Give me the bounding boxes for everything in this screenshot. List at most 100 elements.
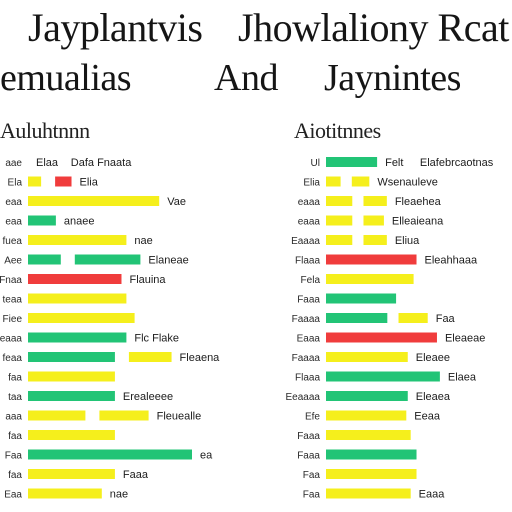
bar-yellow [28,430,115,440]
bar-annotation: Eleaee [416,352,450,364]
title-line-1-right: Jhowlaliony Rcat [238,5,509,50]
bar-yellow [28,410,86,421]
bar-yellow [28,196,160,206]
row-label: teaa [3,295,23,306]
row-label: eaaa [298,217,321,228]
row-label: Faaa [297,295,320,306]
bar-red [55,176,72,187]
bar-annotation: anaee [64,216,95,228]
bar-annotation: Elaneae [148,255,188,267]
bar-green [326,313,388,323]
bar-yellow [28,488,102,499]
row-label: Eeaaaa [286,392,321,403]
row-label: Efe [305,412,320,423]
row-label: Eaaaa [291,236,320,247]
bar-yellow [363,196,387,206]
row-label: Faaaa [292,353,321,364]
bar-annotation: Vae [167,196,186,208]
bar-yellow [28,293,127,304]
row-label: Flaaa [295,256,320,267]
bar-green [28,215,56,226]
bar-annotation: Fleaena [180,352,221,364]
bar-annotation: Faa [436,313,456,325]
bar-yellow [28,371,115,382]
row-label: Elia [303,178,320,189]
bar-annotation: Felt [385,157,403,169]
bar-annotation: Flauina [129,274,166,286]
row-label: Faaa [297,451,320,462]
bar-annotation: Fleaehea [395,196,442,208]
bar-annotation: Eleahhaaa [425,255,478,267]
bar-green [326,293,397,304]
row-label: faa [8,431,22,442]
bar-yellow [326,488,411,499]
row-label: Faaa [297,431,320,442]
bar-annotation: Eeaa [414,411,441,423]
row-label: Faa [303,470,321,481]
bar-green [326,391,408,401]
row-label: Fela [301,275,321,286]
title-line-1-left: Jayplantvis [28,5,203,50]
bar-yellow [28,235,127,245]
row-label: fuea [3,236,23,247]
bar-annotation: Eleaeae [445,333,485,345]
row-label: Ela [8,178,23,189]
bar-annotation: Dafa Fnaata [71,157,132,169]
row-label: eaa [5,197,22,208]
bar-annotation: nae [110,489,128,501]
bar-yellow [28,176,42,187]
row-label: Fnaa [0,275,22,286]
left-panel-title: Auluhtnnn [0,118,90,143]
bar-green [74,254,141,265]
bar-annotation: ea [200,450,213,462]
title-line-2-mid: And [214,57,278,99]
bar-annotation: Elia [80,177,99,189]
row-label: Faaaa [292,314,321,325]
row-label: eaaa [298,197,321,208]
bar-annotation: Flc Flake [134,333,179,345]
title-line-2-right: Jaynintes [324,57,461,99]
row-label: Faa [303,490,321,501]
title-line-2: emualias And Jaynintes [0,56,512,100]
bar-yellow [28,469,115,479]
bar-yellow [326,235,353,245]
bar-green [28,391,115,401]
bar-yellow [326,430,411,440]
bar-annotation: Elleaieana [392,216,444,228]
bar-yellow [326,274,414,284]
bar-annotation: Elafebrcaotnas [420,157,494,169]
row-label: Eaa [4,490,22,501]
bar-annotation: Elaea [448,372,477,384]
bar-annotation: Eliua [395,235,420,247]
bar-yellow [398,313,428,323]
bar-yellow [128,352,172,362]
bar-red [326,254,417,265]
row-label: eaaa [0,334,22,345]
bar-yellow [99,410,149,421]
bar-annotation: Faaa [123,469,149,481]
bar-green [28,352,115,362]
row-label: Faa [5,451,23,462]
row-label: Ul [311,158,320,169]
title-line-2-left: emualias [0,57,132,99]
bar-yellow [326,410,407,421]
bar-yellow [351,176,370,187]
bar-yellow [363,215,384,226]
bar-annotation: Wsenauleve [377,177,438,189]
bar-yellow [326,196,353,206]
bar-green [326,157,378,167]
row-label: eaa [5,217,22,228]
right-panel-title: Aiotitnnes [294,118,381,143]
row-label: aaa [5,412,22,423]
bar-annotation: nae [134,235,152,247]
row-label: faa [8,470,22,481]
bar-annotation: Fleuealle [157,411,202,423]
bar-annotation: Erealeeee [123,391,173,403]
row-label: feaa [3,353,23,364]
bar-yellow [326,215,353,226]
bar-yellow [363,235,387,245]
row-label: Fiee [3,314,23,325]
bar-green [28,332,127,343]
row-label: Eaaa [297,334,321,345]
